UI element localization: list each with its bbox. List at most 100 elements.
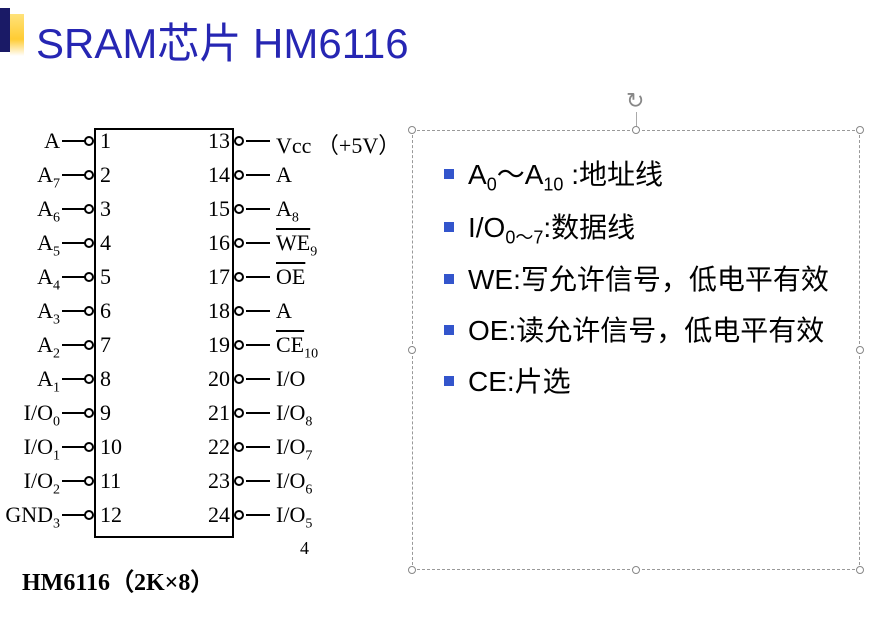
- pin-number: 22: [200, 434, 230, 460]
- pin-bubble: [84, 340, 94, 350]
- pin-bubble: [84, 136, 94, 146]
- bullet-icon: [444, 325, 454, 335]
- pin-right-label: I/O8: [276, 400, 396, 430]
- pin-left-label: I/O2: [0, 468, 60, 498]
- pin-number: 2: [100, 162, 111, 188]
- pin-number: 5: [100, 264, 111, 290]
- pin-lead: [246, 174, 270, 176]
- pin-number: 20: [200, 366, 230, 392]
- desc-text: A0～A10 :地址线: [468, 159, 663, 190]
- pin-lead: [62, 514, 86, 516]
- pin-bubble: [234, 442, 244, 452]
- pin-left-label: GND3: [0, 502, 60, 532]
- pin-bubble: [84, 442, 94, 452]
- selection-handle[interactable]: [632, 566, 640, 574]
- pin-number: 17: [200, 264, 230, 290]
- pin-lead: [62, 140, 86, 142]
- selection-handle[interactable]: [856, 126, 864, 134]
- pin-lead: [246, 140, 270, 142]
- pin-lead: [246, 276, 270, 278]
- pin-number: 1: [100, 128, 111, 154]
- pin-left-label: A5: [0, 230, 60, 260]
- pin-lead: [62, 480, 86, 482]
- pin-bubble: [234, 238, 244, 248]
- pin-bubble: [84, 306, 94, 316]
- pin-lead: [246, 378, 270, 380]
- slide-title: SRAM芯片 HM6116: [36, 10, 409, 71]
- desc-item: I/O0～7:数据线: [440, 208, 840, 251]
- pin-bubble: [234, 204, 244, 214]
- pin-number: 3: [100, 196, 111, 222]
- pin-bubble: [234, 306, 244, 316]
- pin-bubble: [84, 374, 94, 384]
- pin-right-label: Vcc （+5V）: [276, 128, 396, 160]
- pin-number: 12: [100, 502, 122, 528]
- pin-number: 16: [200, 230, 230, 256]
- pin-lead: [246, 242, 270, 244]
- pin-bubble: [234, 374, 244, 384]
- pin-row: A3618A: [0, 298, 400, 332]
- pin-lead: [246, 446, 270, 448]
- bullet-icon: [444, 274, 454, 284]
- pin-row: A113Vcc （+5V）: [0, 128, 400, 162]
- pin-number: 21: [200, 400, 230, 426]
- pin-lead: [62, 446, 86, 448]
- pin-lead: [246, 514, 270, 516]
- pin-bubble: [234, 476, 244, 486]
- pin-right-label: I/O6: [276, 468, 396, 498]
- pin-number: 8: [100, 366, 111, 392]
- bullet-icon: [444, 376, 454, 386]
- pin-row: I/O21123I/O6: [0, 468, 400, 502]
- desc-item: OE:读允许信号，低电平有效: [440, 311, 840, 352]
- pin-bubble: [234, 340, 244, 350]
- selection-handle[interactable]: [856, 346, 864, 354]
- pin-bubble: [234, 272, 244, 282]
- selection-handle[interactable]: [856, 566, 864, 574]
- pin-number: 9: [100, 400, 111, 426]
- pin-row: A5416WE9: [0, 230, 400, 264]
- pin-left-label: A7: [0, 162, 60, 192]
- pin-lead: [62, 276, 86, 278]
- pin-left-label: A2: [0, 332, 60, 362]
- bullet-icon: [444, 222, 454, 232]
- desc-text: I/O0～7:数据线: [468, 212, 635, 243]
- selection-handle[interactable]: [408, 346, 416, 354]
- pin-bubble: [234, 408, 244, 418]
- pin-bubble: [84, 238, 94, 248]
- selection-handle[interactable]: [408, 126, 416, 134]
- pin-lead: [246, 208, 270, 210]
- desc-item: CE:片选: [440, 362, 840, 403]
- pin-bubble: [84, 408, 94, 418]
- pin-bubble: [234, 136, 244, 146]
- pin-number: 10: [100, 434, 122, 460]
- pin-right-label: A8: [276, 196, 396, 226]
- pin-right-label: I/O7: [276, 434, 396, 464]
- chip-pinout: A113Vcc （+5V）A7214AA6315A8A5416WE9A4517O…: [0, 110, 400, 570]
- pin-left-label: I/O1: [0, 434, 60, 464]
- pin-lead: [62, 378, 86, 380]
- desc-text: OE:读允许信号，低电平有效: [468, 315, 824, 346]
- pin-lead: [246, 412, 270, 414]
- chip-caption: HM6116（2K×8）: [22, 562, 214, 597]
- pin-row: I/O1 10 22 I/O7: [0, 434, 400, 468]
- pin-right-label: WE9: [276, 230, 396, 260]
- rotate-handle-icon[interactable]: ↻: [626, 88, 644, 114]
- pin-bubble: [84, 170, 94, 180]
- bullet-icon: [444, 169, 454, 179]
- pin-lead: [62, 344, 86, 346]
- pin-row: A6315A8: [0, 196, 400, 230]
- description-list: A0～A10 :地址线 I/O0～7:数据线 WE:写允许信号，低电平有效 OE:读允…: [440, 155, 840, 412]
- selection-handle[interactable]: [408, 566, 416, 574]
- pin-number: 18: [200, 298, 230, 324]
- pin-bubble: [84, 510, 94, 520]
- pin-lead: [246, 344, 270, 346]
- pin-row: I/O0921I/O8: [0, 400, 400, 434]
- pin-left-label: A4: [0, 264, 60, 294]
- pin-lead: [246, 310, 270, 312]
- pin-left-label: A6: [0, 196, 60, 226]
- pin-left-label: A1: [0, 366, 60, 396]
- pin-right-label: A: [276, 162, 396, 188]
- selection-handle[interactable]: [632, 126, 640, 134]
- desc-item: WE:写允许信号，低电平有效: [440, 260, 840, 301]
- pin-number: 11: [100, 468, 121, 494]
